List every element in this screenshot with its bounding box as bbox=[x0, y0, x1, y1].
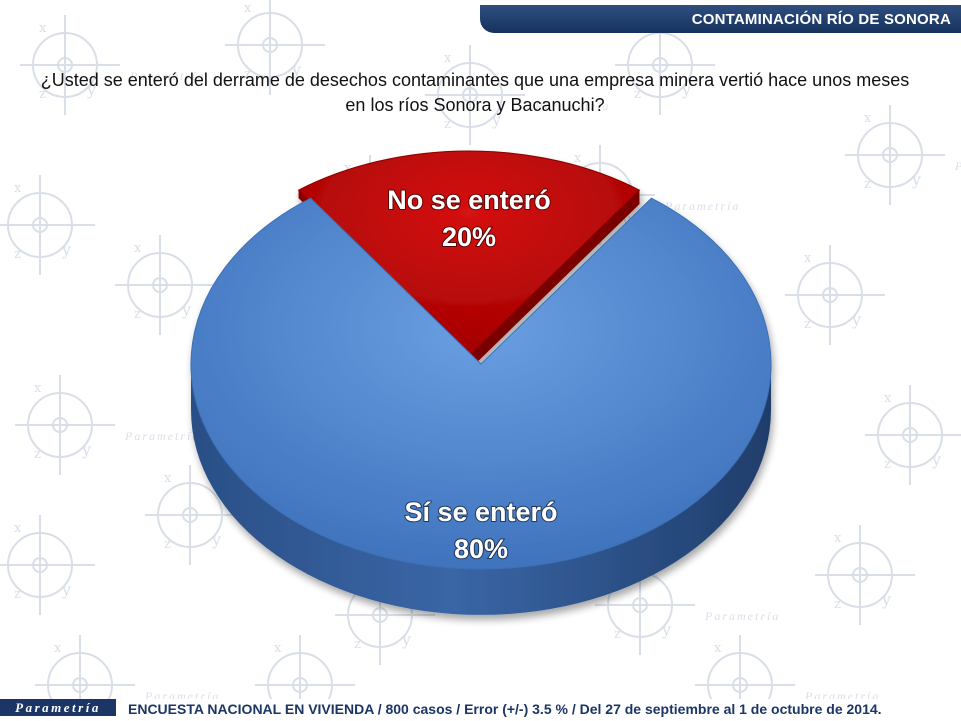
watermark-y-glyph: y bbox=[911, 170, 921, 189]
watermark-y-glyph: y bbox=[491, 110, 501, 129]
watermark-y-glyph: y bbox=[211, 530, 221, 549]
watermark-tile: y z x bbox=[785, 245, 885, 345]
watermark-x-glyph: x bbox=[134, 241, 142, 256]
watermark-z-glyph: z bbox=[834, 597, 841, 612]
footer: Parametría ENCUESTA NACIONAL EN VIVIENDA… bbox=[0, 699, 961, 721]
watermark-y-glyph: y bbox=[401, 630, 411, 649]
watermark-y-glyph: y bbox=[881, 590, 891, 609]
slice-label: No se enteró bbox=[387, 185, 551, 215]
watermark-x-glyph: x bbox=[804, 251, 812, 266]
pie-slice bbox=[190, 197, 772, 615]
watermark-y-glyph: y bbox=[851, 310, 861, 329]
watermark-z-glyph: z bbox=[864, 177, 871, 192]
watermark-wordmark: Parametría bbox=[954, 159, 961, 173]
watermark-x-glyph: x bbox=[14, 181, 22, 196]
watermark-y-glyph: y bbox=[931, 450, 941, 469]
watermark-z-glyph: z bbox=[614, 627, 621, 642]
footer-logo: Parametría bbox=[0, 699, 116, 716]
watermark-x-glyph: x bbox=[714, 641, 722, 656]
watermark-x-glyph: x bbox=[164, 471, 172, 486]
watermark-z-glyph: z bbox=[444, 117, 451, 132]
watermark-wordmark: Parametría bbox=[664, 199, 740, 213]
watermark-z-glyph: z bbox=[354, 637, 361, 652]
watermark-tile: y z x bbox=[0, 515, 95, 615]
watermark-tile: y z x Parametría bbox=[425, 45, 610, 145]
watermark-wordmark: Parametría bbox=[704, 609, 780, 623]
pie-slice-edge bbox=[469, 190, 640, 370]
slice-value-label: 20% bbox=[442, 222, 496, 252]
watermark-z-glyph: z bbox=[804, 317, 811, 332]
watermark-z-glyph: z bbox=[244, 67, 251, 82]
watermark-tile: y z x Parametría bbox=[15, 375, 200, 475]
watermark-z-glyph: z bbox=[884, 457, 891, 472]
watermark-x-glyph: x bbox=[834, 531, 842, 546]
watermark-z-glyph: z bbox=[39, 87, 46, 102]
watermark-y-glyph: y bbox=[61, 240, 71, 259]
watermark-z-glyph: z bbox=[14, 587, 21, 602]
watermark-x-glyph: x bbox=[574, 151, 582, 166]
page-title: CONTAMINACIÓN RÍO DE SONORA bbox=[691, 11, 951, 28]
watermark-wordmark: Parametría bbox=[129, 69, 205, 83]
watermark-x-glyph: x bbox=[864, 111, 872, 126]
watermark-tile: y z x Parametría bbox=[845, 105, 961, 205]
watermark-x-glyph: x bbox=[884, 391, 892, 406]
watermark-y-glyph: y bbox=[681, 80, 691, 99]
pie-slice-top bbox=[190, 197, 772, 570]
watermark-x-glyph: x bbox=[14, 521, 22, 536]
watermark-tile: y z x Parametría bbox=[20, 15, 205, 115]
pie-slice-side bbox=[191, 364, 771, 615]
survey-question: ¿Usted se enteró del derrame de desechos… bbox=[40, 70, 910, 115]
watermark-x-glyph: x bbox=[54, 641, 62, 656]
watermark-z-glyph: z bbox=[164, 537, 171, 552]
watermark-x-glyph: x bbox=[34, 381, 42, 396]
watermark-tile: y z x bbox=[225, 0, 325, 95]
watermark-y-glyph: y bbox=[621, 210, 631, 229]
watermark-x-glyph: x bbox=[39, 21, 47, 36]
watermark-wordmark: Parametría bbox=[124, 429, 200, 443]
watermark-y-glyph: y bbox=[661, 620, 671, 639]
watermark-z-glyph: z bbox=[14, 247, 21, 262]
watermark-y-glyph: y bbox=[61, 580, 71, 599]
header-banner: CONTAMINACIÓN RÍO DE SONORA bbox=[480, 5, 961, 33]
footer-note: ENCUESTA NACIONAL EN VIVIENDA / 800 caso… bbox=[128, 701, 882, 717]
watermark-z-glyph: z bbox=[134, 307, 141, 322]
watermark-y-glyph: y bbox=[181, 300, 191, 319]
watermark-x-glyph: x bbox=[274, 641, 282, 656]
pie-slice-top bbox=[297, 150, 641, 357]
watermark-wordmark: Parametría bbox=[534, 99, 610, 113]
watermark-y-glyph: y bbox=[86, 80, 96, 99]
watermark-x-glyph: x bbox=[344, 161, 352, 176]
watermark-tile: y z x bbox=[0, 175, 95, 275]
watermark-y-glyph: y bbox=[291, 60, 301, 79]
slice-label: Sí se enteró bbox=[404, 497, 557, 527]
watermark-z-glyph: z bbox=[34, 447, 41, 462]
watermark-z-glyph: z bbox=[634, 87, 641, 102]
watermark-tile: y z x bbox=[815, 525, 915, 625]
watermark-y-glyph: y bbox=[81, 440, 91, 459]
watermark-x-glyph: x bbox=[244, 1, 252, 16]
slice-value-label: 80% bbox=[454, 534, 508, 564]
watermark-x-glyph: x bbox=[444, 51, 452, 66]
